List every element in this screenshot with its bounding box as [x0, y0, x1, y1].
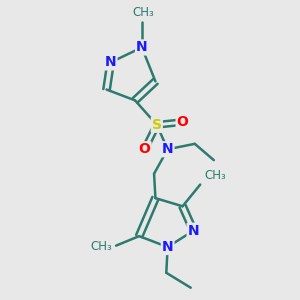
Text: O: O: [139, 142, 151, 156]
Text: CH₃: CH₃: [132, 6, 154, 19]
Text: N: N: [162, 142, 173, 156]
Text: N: N: [188, 224, 199, 238]
Text: CH₃: CH₃: [204, 169, 226, 182]
Text: S: S: [152, 118, 162, 132]
Text: CH₃: CH₃: [90, 241, 112, 254]
Text: N: N: [136, 40, 148, 55]
Text: N: N: [105, 56, 116, 69]
Text: O: O: [177, 115, 188, 129]
Text: N: N: [162, 240, 173, 254]
